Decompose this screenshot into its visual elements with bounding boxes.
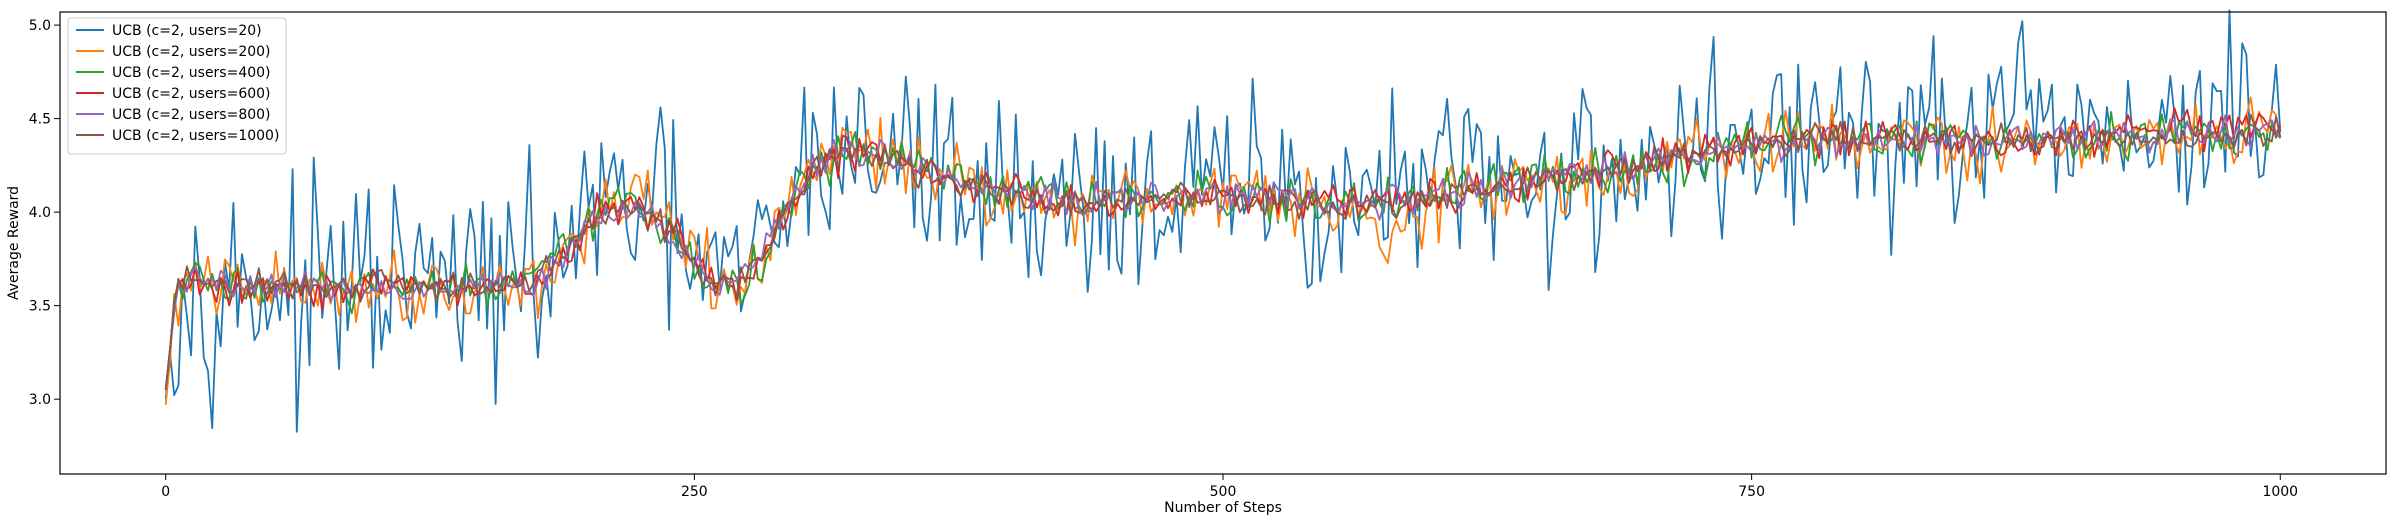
y-tick-label: 3.5	[29, 299, 51, 315]
x-tick-label: 0	[161, 484, 170, 500]
legend-label: UCB (c=2, users=200)	[112, 44, 271, 60]
y-tick-label: 5.0	[29, 18, 51, 34]
y-tick-label: 4.0	[29, 205, 51, 221]
x-tick-label: 1000	[2262, 484, 2298, 500]
y-tick-label: 4.5	[29, 112, 51, 128]
x-tick-label: 500	[1210, 484, 1237, 500]
legend-label: UCB (c=2, users=800)	[112, 107, 271, 123]
legend-label: UCB (c=2, users=1000)	[112, 128, 279, 144]
y-axis: 3.0 3.5 4.0 4.5 5.0	[29, 18, 60, 408]
x-axis-label: Number of Steps	[1164, 500, 1282, 516]
legend-label: UCB (c=2, users=600)	[112, 86, 271, 102]
y-axis-label: Average Reward	[6, 186, 22, 300]
x-tick-label: 250	[681, 484, 708, 500]
legend: UCB (c=2, users=20) UCB (c=2, users=200) U…	[67, 17, 287, 155]
series-layer	[164, 9, 2282, 433]
x-tick-label: 750	[1738, 484, 1765, 500]
y-tick-label: 3.0	[29, 392, 51, 408]
x-axis: 0 250 500 750 1000	[161, 474, 2298, 500]
legend-label: UCB (c=2, users=400)	[112, 65, 271, 81]
legend-label: UCB (c=2, users=20)	[112, 23, 262, 39]
legend-box	[67, 17, 287, 155]
series-line-5	[164, 114, 2282, 390]
series-line-6	[164, 113, 2282, 390]
